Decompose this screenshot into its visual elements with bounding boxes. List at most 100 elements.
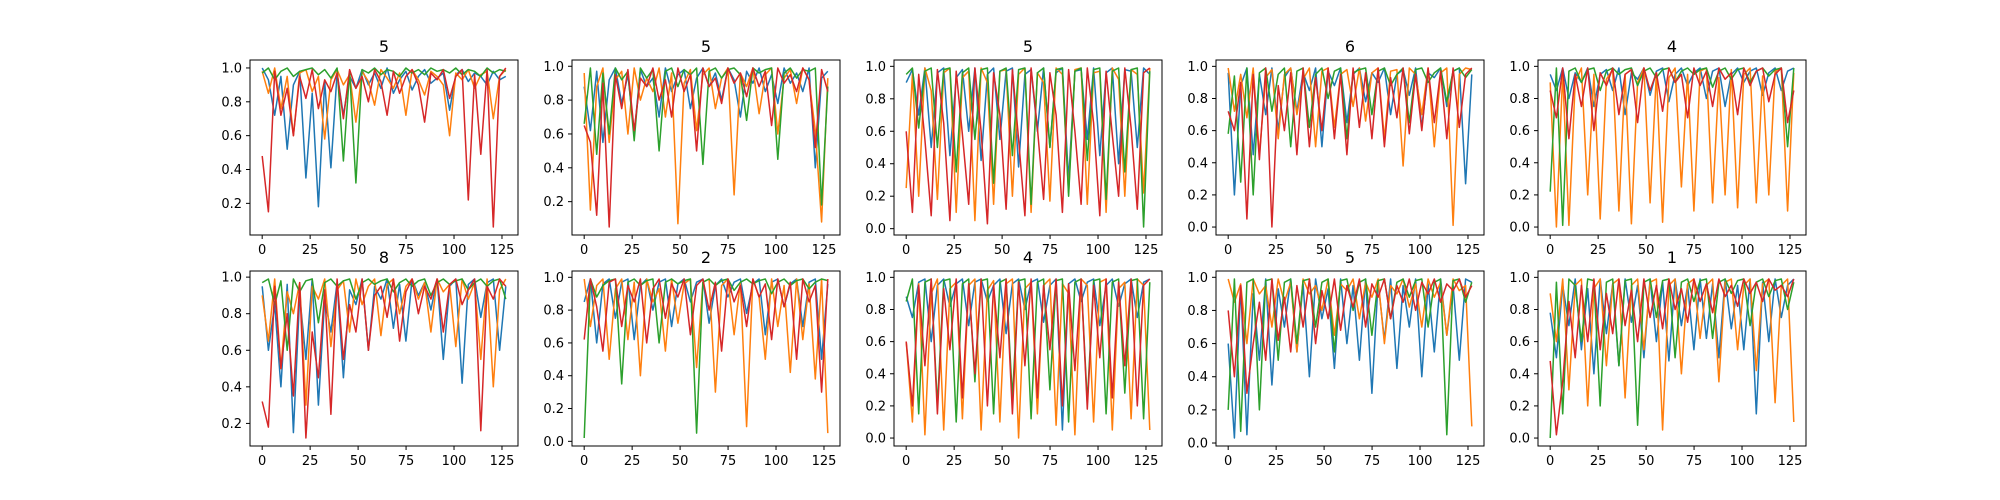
subplot-9: 0 25 50 75 100 125 0.0 0.2 0.4 0.6 0.8 1.0 5 bbox=[1187, 248, 1485, 469]
subplot-title: 8 bbox=[379, 248, 389, 267]
x-tick-label: 0 bbox=[580, 243, 588, 258]
x-tick-label: 100 bbox=[442, 243, 467, 258]
y-tick-label: 0.2 bbox=[221, 197, 242, 212]
series-group bbox=[261, 67, 507, 228]
x-tick-label: 75 bbox=[720, 243, 737, 258]
y-tick-label: 0.2 bbox=[865, 399, 886, 414]
x-tick-label: 125 bbox=[1778, 454, 1803, 469]
x-tick-label: 25 bbox=[624, 243, 641, 258]
y-tick-label: 1.0 bbox=[865, 60, 886, 75]
series-group bbox=[583, 67, 829, 228]
x-tick-label: 75 bbox=[1042, 454, 1059, 469]
y-tick-label: 0.0 bbox=[1509, 221, 1530, 236]
series-line-4 bbox=[905, 278, 1151, 415]
x-tick-label: 75 bbox=[720, 454, 737, 469]
x-tick-label: 50 bbox=[994, 243, 1011, 258]
y-tick-label: 0.4 bbox=[1509, 156, 1530, 171]
y-tick-label: 0.8 bbox=[865, 303, 886, 318]
y-tick-label: 0.6 bbox=[1509, 335, 1530, 350]
y-tick-label: 0.6 bbox=[543, 336, 564, 351]
x-tick-label: 50 bbox=[1316, 454, 1333, 469]
subplot-10: 0 25 50 75 100 125 0.0 0.2 0.4 0.6 0.8 1.0 1 bbox=[1509, 248, 1807, 469]
subplot-title: 5 bbox=[379, 37, 389, 56]
x-tick-label: 0 bbox=[1224, 243, 1232, 258]
x-tick-label: 0 bbox=[902, 243, 910, 258]
y-tick-label: 0.8 bbox=[865, 92, 886, 107]
x-tick-label: 0 bbox=[1546, 243, 1554, 258]
series-line-2 bbox=[261, 67, 507, 140]
series-line-1 bbox=[905, 278, 1151, 431]
x-tick-label: 0 bbox=[1546, 454, 1554, 469]
subplot-1: 0 25 50 75 100 125 0.2 0.4 0.6 0.8 1.0 5 bbox=[221, 37, 519, 258]
series-group bbox=[905, 67, 1151, 228]
x-tick-label: 50 bbox=[1316, 243, 1333, 258]
x-tick-label: 50 bbox=[672, 243, 689, 258]
y-tick-label: 1.0 bbox=[221, 271, 242, 286]
x-tick-label: 25 bbox=[1590, 454, 1607, 469]
series-line-4 bbox=[1549, 67, 1795, 140]
x-tick-label: 125 bbox=[1134, 243, 1159, 258]
axes-frame bbox=[1215, 270, 1485, 447]
y-tick-label: 0.6 bbox=[221, 344, 242, 359]
axes-frame bbox=[1537, 59, 1807, 236]
subplot-2: 0 25 50 75 100 125 0.2 0.4 0.6 0.8 1.0 5 bbox=[543, 37, 841, 258]
y-tick-label: 0.4 bbox=[1187, 370, 1208, 385]
series-line-4 bbox=[261, 67, 507, 228]
x-tick-label: 125 bbox=[1456, 243, 1481, 258]
x-tick-label: 100 bbox=[1086, 243, 1111, 258]
x-tick-label: 100 bbox=[764, 243, 789, 258]
series-line-4 bbox=[1227, 67, 1473, 228]
series-line-3 bbox=[583, 278, 828, 439]
subplot-title: 4 bbox=[1667, 37, 1677, 56]
y-tick-label: 1.0 bbox=[543, 60, 564, 75]
subplot-title: 5 bbox=[701, 37, 711, 56]
axes-frame bbox=[571, 59, 841, 236]
x-tick-label: 75 bbox=[398, 243, 415, 258]
y-tick-label: 0.6 bbox=[221, 129, 242, 144]
subplot-6: 0 25 50 75 100 125 0.2 0.4 0.6 0.8 1.0 8 bbox=[221, 248, 519, 469]
y-tick-label: 0.0 bbox=[1187, 437, 1208, 452]
y-tick-label: 0.4 bbox=[865, 367, 886, 382]
x-tick-label: 125 bbox=[1456, 454, 1481, 469]
series-line-4 bbox=[583, 278, 829, 393]
series-line-4 bbox=[1227, 278, 1473, 395]
y-tick-label: 0.8 bbox=[1187, 92, 1208, 107]
y-tick-label: 0.8 bbox=[1187, 304, 1208, 319]
subplot-7: 0 25 50 75 100 125 0.0 0.2 0.4 0.6 0.8 1.0 2 bbox=[543, 248, 841, 469]
series-line-4 bbox=[583, 67, 829, 228]
y-tick-label: 0.8 bbox=[221, 95, 242, 110]
series-line-3 bbox=[1549, 278, 1795, 439]
x-tick-label: 100 bbox=[1730, 243, 1755, 258]
y-tick-label: 0.0 bbox=[865, 432, 886, 447]
series-line-3 bbox=[261, 67, 506, 184]
x-tick-label: 125 bbox=[1778, 243, 1803, 258]
y-tick-label: 0.2 bbox=[1187, 188, 1208, 203]
subplot-title: 5 bbox=[1023, 37, 1033, 56]
subplot-3: 0 25 50 75 100 125 0.0 0.2 0.4 0.6 0.8 1.0 5 bbox=[865, 37, 1163, 258]
series-line-2 bbox=[583, 67, 829, 225]
x-tick-label: 125 bbox=[812, 454, 837, 469]
y-tick-label: 1.0 bbox=[1187, 60, 1208, 75]
x-tick-label: 0 bbox=[258, 243, 266, 258]
x-tick-label: 125 bbox=[490, 454, 515, 469]
y-tick-label: 0.2 bbox=[865, 190, 886, 205]
series-line-2 bbox=[1227, 67, 1472, 227]
y-tick-label: 1.0 bbox=[1509, 60, 1530, 75]
subplot-4: 0 25 50 75 100 125 0.0 0.2 0.4 0.6 0.8 1.0 6 bbox=[1187, 37, 1485, 258]
y-tick-label: 0.2 bbox=[543, 195, 564, 210]
y-tick-label: 0.6 bbox=[543, 127, 564, 142]
x-tick-label: 125 bbox=[1134, 454, 1159, 469]
x-tick-label: 50 bbox=[350, 454, 367, 469]
y-tick-label: 0.6 bbox=[865, 125, 886, 140]
y-tick-label: 0.8 bbox=[1509, 92, 1530, 107]
y-tick-label: 0.4 bbox=[221, 380, 242, 395]
x-tick-label: 0 bbox=[902, 454, 910, 469]
x-tick-label: 100 bbox=[1408, 243, 1433, 258]
y-tick-label: 0.0 bbox=[1187, 221, 1208, 236]
subplot-title: 6 bbox=[1345, 37, 1355, 56]
y-tick-label: 1.0 bbox=[1187, 271, 1208, 286]
series-line-1 bbox=[1549, 67, 1795, 116]
series-line-2 bbox=[1549, 67, 1795, 228]
y-tick-label: 0.8 bbox=[543, 94, 564, 109]
series-line-1 bbox=[261, 278, 507, 434]
